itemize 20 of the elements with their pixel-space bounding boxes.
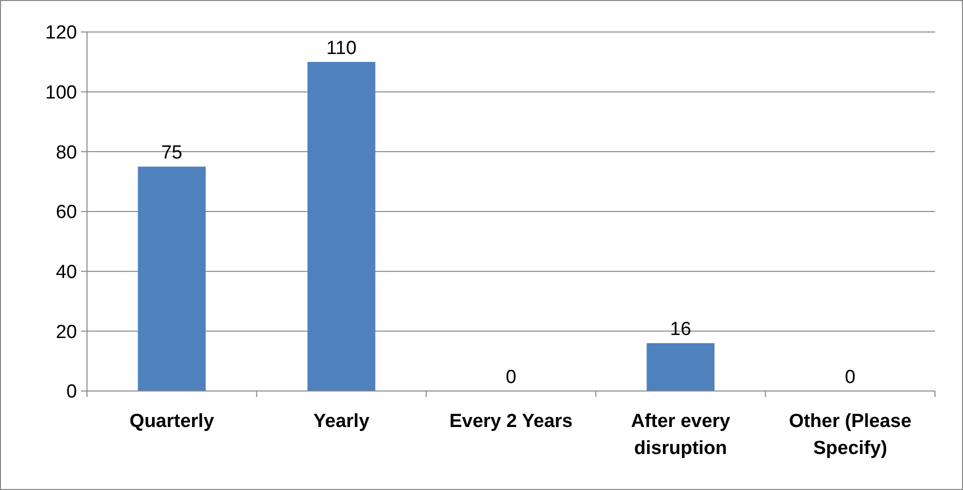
bar <box>138 166 206 391</box>
data-label: 0 <box>844 367 856 388</box>
bar <box>307 62 376 391</box>
data-label: 16 <box>670 319 692 340</box>
y-tick-label: 60 <box>56 202 77 224</box>
y-tick-label: 40 <box>56 262 77 283</box>
y-tick-label: 80 <box>56 142 77 164</box>
x-tick-label: Every 2 Years <box>449 411 573 432</box>
x-tick-label: Yearly <box>313 411 370 432</box>
x-tick-label: Quarterly <box>130 411 214 432</box>
data-label: 110 <box>326 38 357 59</box>
y-tick-label: 120 <box>45 22 77 44</box>
y-tick-label: 0 <box>66 382 77 403</box>
x-tick-label: Other (Please Specify) <box>788 411 912 459</box>
data-label: 75 <box>161 142 182 164</box>
y-tick-label: 100 <box>45 82 77 104</box>
x-tick-label: After every disruption <box>630 411 731 459</box>
bar <box>646 343 715 391</box>
y-tick-label: 20 <box>56 322 77 343</box>
data-label: 0 <box>506 367 516 388</box>
